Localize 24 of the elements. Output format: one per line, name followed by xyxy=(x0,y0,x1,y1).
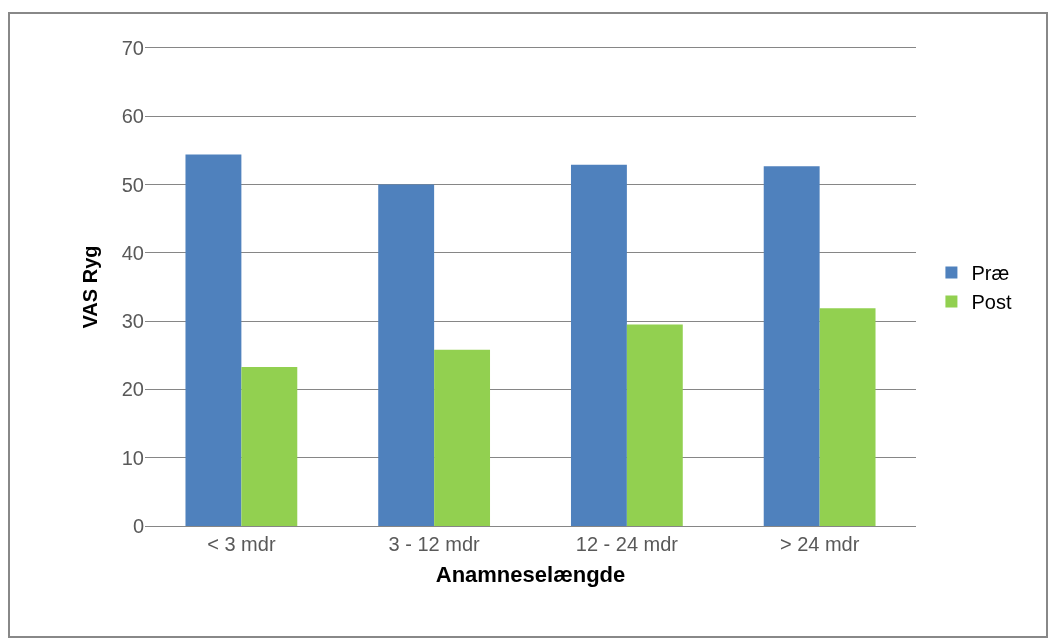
y-tick-label: 30 xyxy=(121,310,144,333)
y-tick-label: 60 xyxy=(121,105,144,128)
y-tick-label: 50 xyxy=(121,173,144,196)
bar xyxy=(763,166,820,526)
y-tick-label: 0 xyxy=(132,515,144,537)
bar xyxy=(378,184,435,526)
legend-label: Præ xyxy=(971,262,1010,285)
x-tick-label: > 24 mdr xyxy=(779,533,860,555)
bar xyxy=(434,349,491,526)
bar xyxy=(626,324,683,526)
x-axis-title: Anamneselængde xyxy=(435,561,626,587)
legend-label: Post xyxy=(971,291,1012,314)
bar xyxy=(241,366,298,526)
x-tick-label: < 3 mdr xyxy=(207,533,276,555)
x-tick-label: 12 - 24 mdr xyxy=(575,533,679,555)
y-tick-label: 10 xyxy=(121,446,144,469)
y-tick-label: 40 xyxy=(121,241,144,264)
y-axis-title: VAS Ryg xyxy=(79,245,102,329)
bar xyxy=(570,164,627,526)
y-tick-label: 20 xyxy=(121,378,144,401)
bar xyxy=(819,308,876,526)
x-tick-label: 3 - 12 mdr xyxy=(388,533,481,555)
bar xyxy=(185,154,242,526)
y-tick-label: 70 xyxy=(121,37,144,59)
